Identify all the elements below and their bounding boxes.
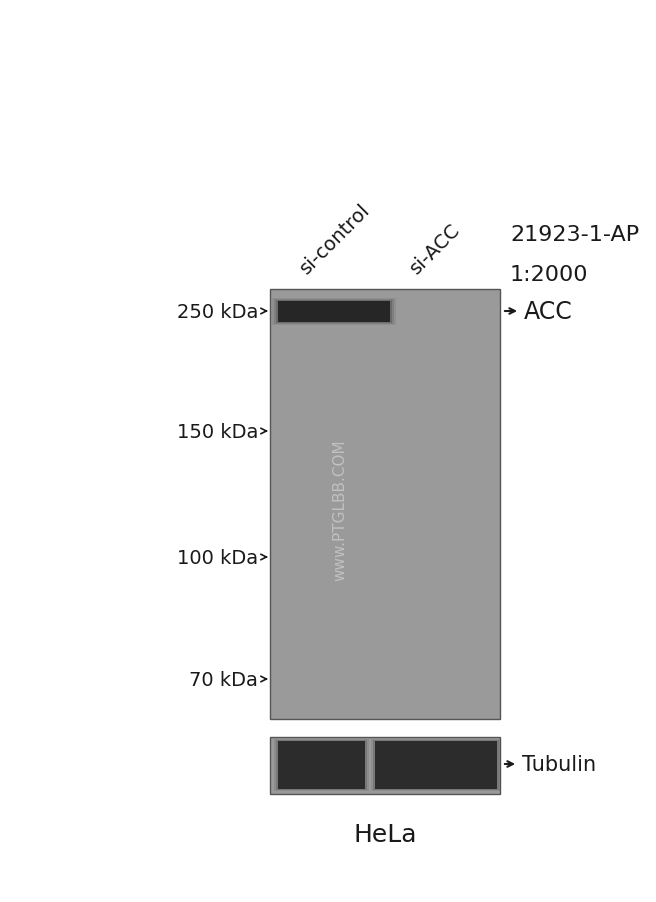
Bar — [276, 300, 392, 324]
Text: 21923-1-AP: 21923-1-AP — [510, 225, 639, 244]
Text: 70 kDa: 70 kDa — [189, 670, 258, 689]
Bar — [274, 299, 394, 325]
Bar — [270, 290, 500, 719]
Text: HeLa: HeLa — [353, 822, 417, 846]
Bar — [373, 741, 499, 790]
Text: 1:2000: 1:2000 — [510, 264, 588, 285]
Text: www.PTGLBB.COM: www.PTGLBB.COM — [333, 438, 348, 580]
Text: ACC: ACC — [524, 299, 573, 324]
Bar — [276, 741, 367, 790]
Bar — [274, 739, 369, 791]
Text: 150 kDa: 150 kDa — [176, 422, 258, 441]
Bar — [278, 301, 390, 323]
Bar — [270, 737, 500, 794]
Text: si-control: si-control — [297, 200, 374, 278]
Bar — [278, 741, 365, 789]
Text: Tubulin: Tubulin — [522, 754, 596, 774]
Bar — [375, 741, 497, 789]
Text: 100 kDa: 100 kDa — [177, 548, 258, 566]
Bar — [272, 299, 396, 326]
Bar — [371, 739, 501, 791]
Text: si-ACC: si-ACC — [407, 220, 464, 278]
Text: 250 kDa: 250 kDa — [176, 302, 258, 321]
